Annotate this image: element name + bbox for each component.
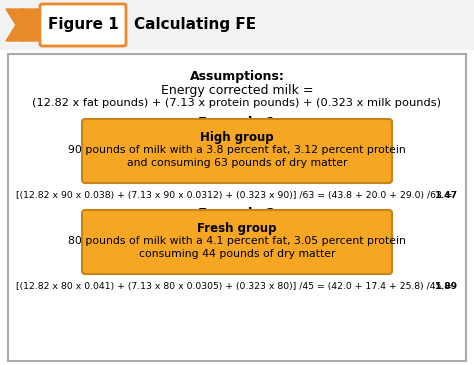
Text: High group: High group bbox=[200, 131, 274, 144]
Polygon shape bbox=[6, 9, 34, 41]
Text: (12.82 x fat pounds) + (7.13 x protein pounds) + (0.323 x milk pounds): (12.82 x fat pounds) + (7.13 x protein p… bbox=[33, 98, 441, 108]
Text: consuming 44 pounds of dry matter: consuming 44 pounds of dry matter bbox=[139, 249, 335, 259]
Text: Figure 1: Figure 1 bbox=[47, 18, 118, 32]
Text: 1.47: 1.47 bbox=[435, 191, 458, 200]
Text: Example 1: Example 1 bbox=[199, 116, 275, 129]
Text: and consuming 63 pounds of dry matter: and consuming 63 pounds of dry matter bbox=[127, 158, 347, 168]
Polygon shape bbox=[22, 9, 50, 41]
Text: Energy corrected milk =: Energy corrected milk = bbox=[161, 84, 313, 97]
FancyBboxPatch shape bbox=[82, 210, 392, 274]
FancyBboxPatch shape bbox=[40, 4, 126, 46]
Text: Example 2: Example 2 bbox=[199, 207, 275, 220]
Text: 1.89: 1.89 bbox=[435, 282, 458, 291]
Text: 80 pounds of milk with a 4.1 percent fat, 3.05 percent protein: 80 pounds of milk with a 4.1 percent fat… bbox=[68, 236, 406, 246]
Text: [(12.82 x 90 x 0.038) + (7.13 x 90 x 0.0312) + (0.323 x 90)] /63 = (43.8 + 20.0 : [(12.82 x 90 x 0.038) + (7.13 x 90 x 0.0… bbox=[16, 191, 456, 200]
Text: Calculating FE: Calculating FE bbox=[134, 18, 256, 32]
Bar bbox=[8, 54, 466, 361]
Bar bbox=[0, 0, 474, 50]
Text: [(12.82 x 80 x 0.041) + (7.13 x 80 x 0.0305) + (0.323 x 80)] /45 = (42.0 + 17.4 : [(12.82 x 80 x 0.041) + (7.13 x 80 x 0.0… bbox=[16, 282, 455, 291]
FancyBboxPatch shape bbox=[82, 119, 392, 183]
Text: Fresh group: Fresh group bbox=[197, 222, 277, 235]
Text: 90 pounds of milk with a 3.8 percent fat, 3.12 percent protein: 90 pounds of milk with a 3.8 percent fat… bbox=[68, 145, 406, 155]
Text: Assumptions:: Assumptions: bbox=[190, 70, 284, 83]
